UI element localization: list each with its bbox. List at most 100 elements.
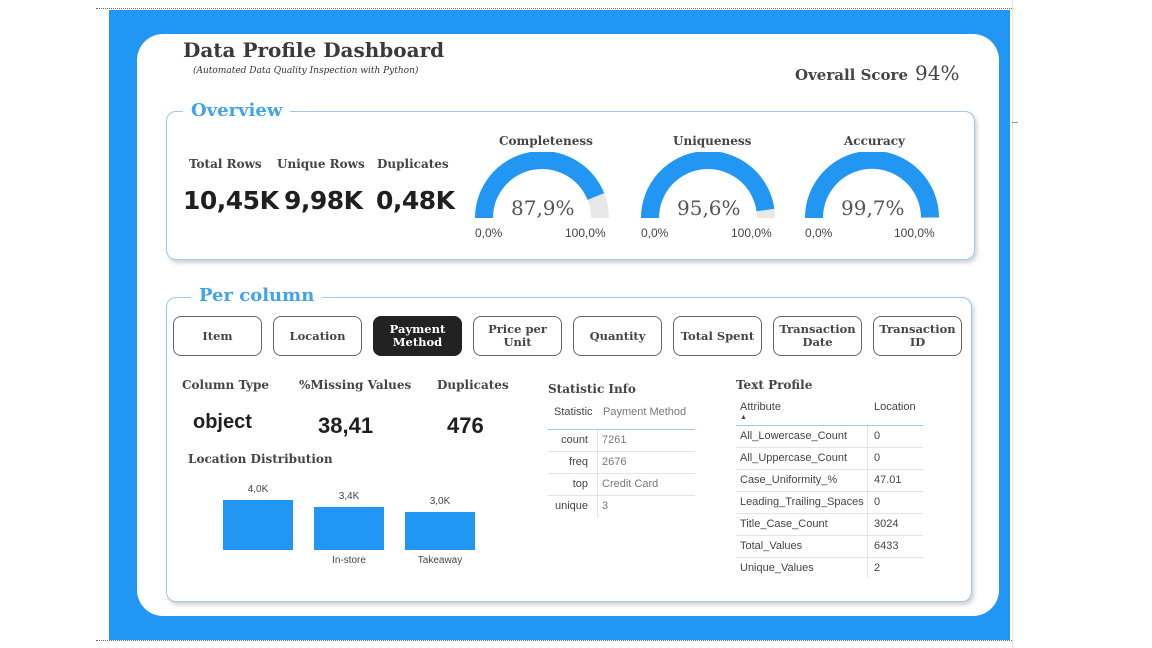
overview-panel <box>166 111 975 260</box>
text-profile-row-attribute: Leading_Trailing_Spaces <box>740 496 864 508</box>
tab-location[interactable]: Location <box>273 316 362 356</box>
text-profile-row-value: 2 <box>874 562 881 574</box>
gauge-completeness-max: 100,0% <box>565 226 606 240</box>
gauge-completeness <box>475 152 609 219</box>
text-profile-row-value: 0 <box>874 496 881 508</box>
chart-category-label: In-store <box>332 555 366 566</box>
statistic-row-label: unique <box>554 500 588 512</box>
gauge-accuracy-label: Accuracy <box>844 134 906 148</box>
attribute-header[interactable]: Attribute <box>740 401 781 413</box>
text-profile-row-divider <box>736 491 923 492</box>
statistic-row-label: count <box>561 434 588 446</box>
tab-transaction-date[interactable]: Transaction Date <box>773 316 862 356</box>
statistic-row-value: Credit Card <box>602 478 659 490</box>
gauge-accuracy-value: 99,7% <box>841 196 905 220</box>
text-profile-row-value: 6433 <box>874 540 899 552</box>
gauge-uniqueness-fill <box>641 152 775 219</box>
gauge-uniqueness-value: 95,6% <box>677 196 741 220</box>
statistic-row-value: 3 <box>602 500 609 512</box>
distribution-title: Location Distribution <box>188 452 333 466</box>
text-profile-header-divider <box>736 425 923 426</box>
chart-data-label: 3,4K <box>338 491 360 502</box>
column-duplicates-value: 476 <box>447 413 484 438</box>
tab-price-per-unit[interactable]: Price per Unit <box>473 316 562 356</box>
tab-payment-method[interactable]: Payment Method <box>373 316 462 356</box>
canvas-edge <box>1012 0 1013 648</box>
location-header[interactable]: Location <box>874 401 916 413</box>
statistic-row-value: 2676 <box>602 456 627 468</box>
chart-data-label: 3,0K <box>429 496 451 507</box>
tab-quantity[interactable]: Quantity <box>573 316 662 356</box>
statistic-row-value: 7261 <box>602 434 627 446</box>
overview-title: Overview <box>183 100 291 121</box>
per-column-title: Per column <box>191 285 323 306</box>
text-profile-row-value: 0 <box>874 430 881 442</box>
gauge-uniqueness-label: Uniqueness <box>673 134 752 148</box>
text-profile-row-divider <box>736 469 923 470</box>
chart-category-label: Takeaway <box>417 555 463 566</box>
chart-data-label: 4,0K <box>247 484 269 495</box>
kpi-total-rows-label: Total Rows <box>189 157 262 171</box>
text-profile-title: Text Profile <box>736 378 813 392</box>
tab-item[interactable]: Item <box>173 316 262 356</box>
gauge-accuracy <box>804 152 939 219</box>
text-profile-column-divider <box>867 426 868 578</box>
statistic-header-divider <box>548 429 695 430</box>
statistic-row-divider <box>548 451 695 452</box>
text-profile-row-attribute: Unique_Values <box>740 562 814 574</box>
statistic-column-divider <box>597 430 598 518</box>
column-type-label: Column Type <box>182 378 270 392</box>
page-subtitle: (Automated Data Quality Inspection with … <box>193 66 419 76</box>
chart-bar[interactable] <box>314 507 384 550</box>
sort-asc-icon: ▲ <box>740 414 747 421</box>
text-profile-row-divider <box>736 513 923 514</box>
canvas-tick <box>1012 122 1018 123</box>
missing-values-label: %Missing Values <box>299 378 412 392</box>
text-profile-row-value: 0 <box>874 452 881 464</box>
text-profile-row-attribute: Title_Case_Count <box>740 518 828 530</box>
gauge-uniqueness-max: 100,0% <box>731 226 772 240</box>
column-type-value: object <box>193 411 252 433</box>
statistic-row-divider <box>548 495 695 496</box>
text-profile-row-value: 47.01 <box>874 474 902 486</box>
text-profile-row-attribute: All_Uppercase_Count <box>740 452 848 464</box>
chart-bar[interactable] <box>223 500 293 550</box>
text-profile-row-divider <box>736 447 923 448</box>
kpi-unique-rows-label: Unique Rows <box>277 157 365 171</box>
gauge-uniqueness-min: 0,0% <box>641 226 669 240</box>
gauge-completeness-value: 87,9% <box>511 196 575 220</box>
kpi-unique-rows-value: 9,98K <box>284 186 363 215</box>
column-duplicates-label: Duplicates <box>437 378 509 392</box>
text-profile-row-divider <box>736 535 923 536</box>
top-dotted-border <box>96 8 1012 9</box>
chart-bar[interactable] <box>405 512 475 550</box>
statistic-column-header: Payment Method <box>603 406 687 418</box>
statistic-row-label: freq <box>569 456 588 468</box>
missing-values-value: 38,41 <box>318 413 374 438</box>
statistic-info-title: Statistic Info <box>548 382 636 396</box>
tab-total-spent[interactable]: Total Spent <box>673 316 762 356</box>
text-profile-row-attribute: Case_Uniformity_% <box>740 474 838 486</box>
text-profile-row-attribute: All_Lowercase_Count <box>740 430 848 442</box>
kpi-total-rows-value: 10,45K <box>183 186 279 215</box>
text-profile-row-divider <box>736 557 923 558</box>
text-profile-row-attribute: Total_Values <box>740 540 803 552</box>
kpi-duplicates-value: 0,48K <box>376 186 455 215</box>
gauge-completeness-label: Completeness <box>499 134 593 148</box>
gauge-accuracy-min: 0,0% <box>805 226 833 240</box>
gauge-completeness-min: 0,0% <box>475 226 503 240</box>
tab-transaction-id[interactable]: Transaction ID <box>873 316 962 356</box>
gauge-accuracy-max: 100,0% <box>894 226 935 240</box>
statistic-row-label: top <box>572 478 588 490</box>
gauge-accuracy-fill <box>804 152 939 219</box>
statistic-row-divider <box>548 473 695 474</box>
gauge-completeness-fill <box>475 152 605 219</box>
overall-score-label: Overall Score <box>795 66 908 84</box>
text-profile-row-value: 3024 <box>874 518 899 530</box>
statistic-header: Statistic <box>554 406 593 418</box>
kpi-duplicates-label: Duplicates <box>377 157 449 171</box>
bottom-dotted-border <box>96 640 1012 641</box>
overall-score-value: 94% <box>915 61 960 85</box>
gauge-uniqueness <box>641 152 775 219</box>
page-title: Data Profile Dashboard <box>183 38 445 62</box>
